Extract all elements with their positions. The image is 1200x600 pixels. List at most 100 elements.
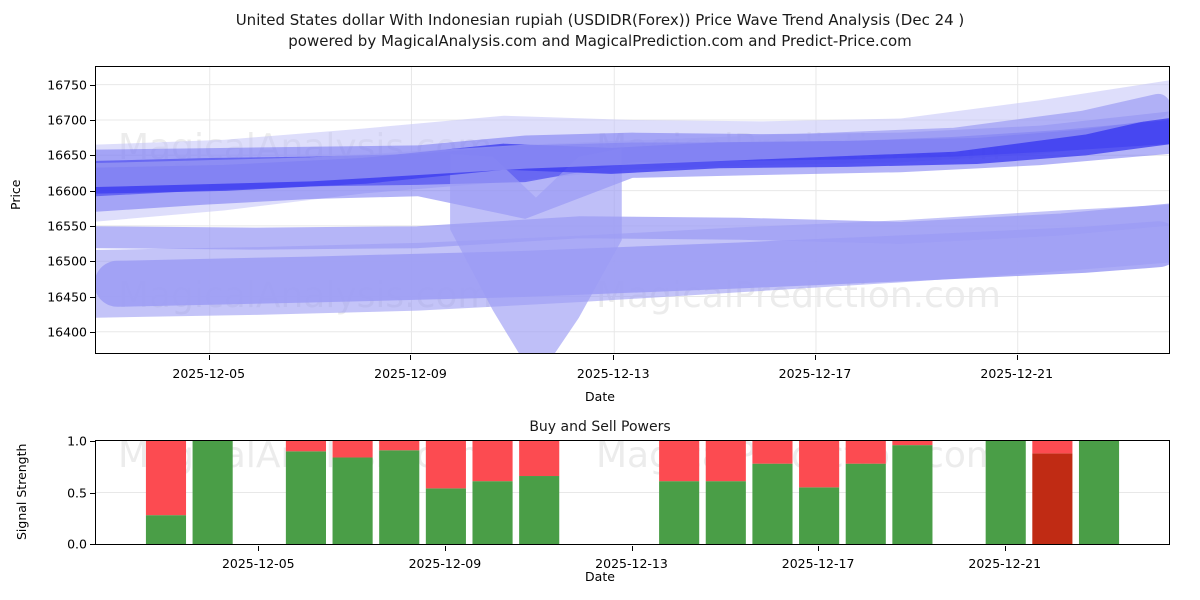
signal-bar-segment-sell	[752, 441, 793, 464]
signal-bar	[332, 441, 373, 544]
signal-bars-svg	[96, 441, 1169, 544]
signal-y-tick-mark	[90, 544, 95, 545]
signal-x-axis-title: Date	[585, 569, 615, 584]
signal-x-tick-mark	[818, 546, 820, 551]
price-y-tick-mark	[90, 190, 95, 192]
price-y-axis-title: Price	[8, 179, 23, 211]
signal-bar	[845, 441, 886, 544]
price-y-tick-label: 16600	[47, 183, 87, 199]
signal-bar-segment-buy	[472, 481, 513, 544]
signal-x-tick-labels: 2025-12-05 2025-12-09 2025-12-13 2025-12-17…	[0, 546, 1200, 574]
signal-x-tick-mark	[444, 546, 446, 551]
signal-y-tick-mark	[90, 492, 95, 494]
signal-bar	[519, 441, 560, 544]
price-x-tick-mark	[410, 355, 412, 360]
signal-bar-segment-buy	[285, 451, 326, 544]
signal-bar-segment-sell	[519, 441, 560, 477]
signal-x-tick-label: 2025-12-05	[221, 556, 295, 571]
signal-bar	[799, 441, 840, 544]
signal-bar-segment-buy	[845, 463, 886, 544]
signal-bar-segment-buy	[799, 487, 840, 544]
signal-bar-segment-sell	[659, 441, 700, 482]
signal-x-tick-mark	[631, 546, 633, 551]
signal-bar-segment-sell	[145, 441, 187, 516]
price-y-tick-mark	[90, 119, 95, 121]
price-y-tick-mark	[90, 296, 95, 298]
signal-bar-segment-sell	[472, 441, 513, 482]
signal-bar-segment-buy	[985, 441, 1026, 544]
signal-bar-segment-buy	[379, 450, 420, 544]
signal-bar-segment-strong-sell	[1032, 453, 1073, 544]
signal-bar-segment-buy	[659, 481, 700, 544]
signal-x-tick-label: 2025-12-13	[595, 556, 668, 571]
signal-plot-area: MagicalAnalysis.com MagicalPrediction.co…	[95, 440, 1170, 545]
price-y-tick-label: 16700	[47, 112, 87, 128]
signal-bar-segment-sell	[285, 441, 326, 452]
price-wave-svg	[96, 67, 1169, 353]
signal-x-tick-label: 2025-12-21	[968, 556, 1042, 571]
signal-x-tick-label: 2025-12-09	[408, 556, 482, 571]
signal-bar-segment-buy	[892, 445, 933, 544]
price-y-tick-mark	[90, 331, 95, 333]
signal-bar	[752, 441, 793, 544]
signal-bar-segment-buy	[192, 441, 233, 544]
signal-bar	[1032, 441, 1073, 544]
signal-bar-segment-buy	[1078, 441, 1120, 544]
price-x-tick-labels: 2025-12-05 2025-12-09 2025-12-13 2025-12-17…	[0, 355, 1200, 385]
signal-bar-segment-sell	[799, 441, 840, 488]
signal-bar-segment-buy	[425, 488, 466, 544]
page-title: United States dollar With Indonesian rup…	[0, 10, 1200, 52]
price-y-tick-label: 16500	[47, 253, 87, 269]
signal-y-tick-label: 0.5	[67, 485, 87, 500]
signal-bar	[145, 441, 187, 544]
signal-bar-segment-sell	[1032, 441, 1073, 454]
signal-bar-segment-sell	[379, 441, 420, 451]
price-x-tick-label: 2025-12-17	[778, 366, 852, 381]
price-x-tick-mark	[613, 355, 615, 360]
signal-bar	[659, 441, 700, 544]
price-x-tick-label: 2025-12-13	[576, 366, 650, 381]
signal-x-tick-mark	[1004, 546, 1006, 551]
signal-bar-segment-buy	[705, 481, 746, 544]
signal-bar	[472, 441, 513, 544]
signal-y-tick-label: 0.0	[67, 536, 87, 552]
price-x-tick-label: 2025-12-09	[374, 366, 447, 381]
price-x-tick-mark	[1016, 355, 1018, 360]
signal-bar	[985, 441, 1026, 544]
signal-bar-segment-sell	[892, 441, 933, 446]
price-y-tick-label: 16750	[47, 77, 87, 93]
signal-y-tick-label: 1.0	[67, 433, 87, 449]
signal-bar	[425, 441, 466, 544]
signal-bar-segment-sell	[425, 441, 466, 489]
price-x-tick-label: 2025-12-21	[980, 366, 1054, 381]
price-y-tick-mark	[90, 261, 95, 263]
signal-bar	[1078, 441, 1120, 544]
signal-bar-segment-buy	[519, 476, 560, 544]
signal-bar	[285, 441, 326, 544]
price-y-tick-label: 16450	[47, 289, 87, 304]
signal-x-tick-label: 2025-12-17	[781, 556, 855, 571]
title-line-1: United States dollar With Indonesian rup…	[235, 11, 965, 29]
price-plot-area: MagicalAnalysis.com MagicalPrediction.co…	[95, 66, 1170, 354]
signal-bar	[705, 441, 746, 544]
signal-chart-title: Buy and Sell Powers	[529, 419, 671, 435]
signal-bar-segment-buy	[332, 457, 373, 544]
signal-bar-segment-sell	[332, 441, 373, 458]
price-y-tick-label: 16550	[47, 218, 87, 234]
price-y-tick-mark	[90, 84, 95, 86]
signal-y-tick-mark	[90, 441, 95, 442]
signal-bar-segment-sell	[845, 441, 886, 464]
signal-bar-segment-buy	[752, 463, 793, 544]
title-line-2: powered by MagicalAnalysis.com and Magic…	[288, 32, 912, 50]
signal-bar-segment-buy	[145, 515, 187, 544]
price-x-tick-label: 2025-12-05	[172, 366, 246, 381]
signal-bar	[892, 441, 933, 544]
signal-y-axis: 0.0 0.5 1.0	[0, 434, 95, 552]
signal-x-tick-mark	[258, 546, 260, 551]
price-y-tick-mark	[90, 155, 95, 157]
price-y-tick-mark	[90, 225, 95, 227]
price-y-tick-label: 16650	[47, 147, 87, 163]
price-y-tick-label: 16400	[47, 324, 87, 340]
price-y-axis: 16400 16450 16500 16550 16600 16650 16700 16750	[0, 66, 95, 356]
